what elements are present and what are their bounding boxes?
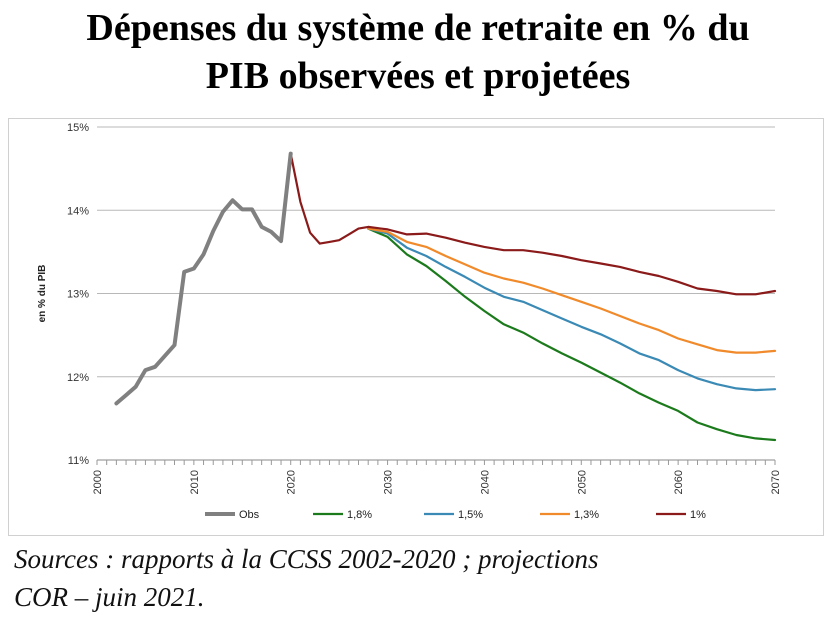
line-chart: 11% 12% 13% 14% 15% 2000 2010 2020 2030 2040 2050 2…: [37, 122, 782, 521]
source-note: Sources : rapports à la CCSS 2002-2020 ;…: [14, 540, 822, 616]
series-line-0: [114, 151, 293, 406]
source-line-2: COR – juin 2021.: [14, 582, 205, 612]
x-tick-label: 2010: [189, 470, 201, 494]
legend-label: Obs: [239, 509, 260, 521]
source-line-1: Sources : rapports à la CCSS 2002-2020 ;…: [14, 544, 599, 574]
y-tick-label: 11%: [68, 455, 89, 467]
x-tick-label: 2030: [383, 470, 395, 494]
legend-label: 1,5%: [458, 509, 483, 521]
title-line-1: Dépenses du système de retraite en % du: [86, 7, 750, 49]
series-line-1: [367, 227, 777, 442]
title-line-2: PIB observées et projetées: [205, 55, 631, 97]
x-tick-label: 2040: [479, 470, 491, 494]
series-line-2: [367, 227, 777, 392]
x-tick-label: 2070: [770, 470, 782, 494]
x-tick-label: 2050: [576, 470, 588, 494]
y-tick-label: 15%: [67, 122, 89, 134]
legend-label: 1%: [690, 509, 706, 521]
chart-title: Dépenses du système de retraite en % du …: [0, 4, 836, 100]
y-tick-label: 12%: [67, 372, 89, 384]
x-tick-label: 2000: [92, 470, 104, 494]
legend-label: 1,8%: [347, 509, 372, 521]
y-tick-label: 13%: [67, 289, 89, 301]
y-axis-label: en % du PIB: [37, 265, 48, 323]
chart-frame: [8, 118, 824, 536]
series-line-4: [289, 152, 777, 296]
series-line-3: [367, 227, 777, 354]
x-tick-label: 2060: [673, 470, 685, 494]
x-tick-label: 2020: [286, 470, 298, 494]
y-tick-label: 14%: [67, 205, 89, 217]
legend-label: 1,3%: [574, 509, 599, 521]
